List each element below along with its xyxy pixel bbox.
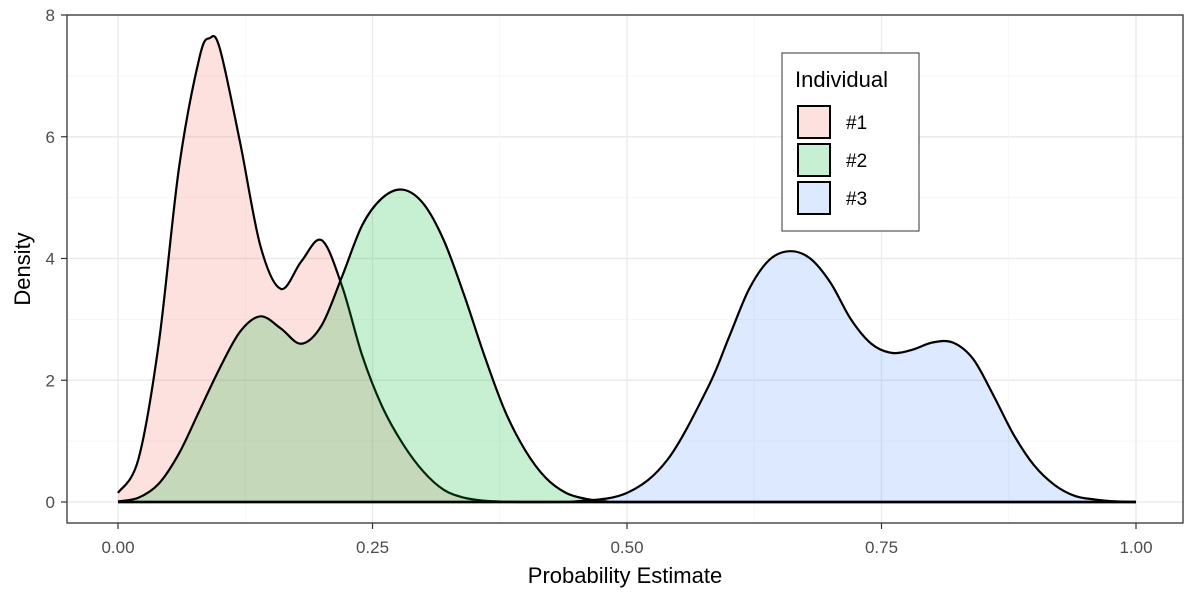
y-axis: 0 2 4 6 8 [46,6,67,512]
y-axis-title: Density [10,232,35,305]
x-tick-label: 0.75 [865,538,898,557]
density-area-series-2 [118,189,1136,502]
plot-border [66,14,1184,524]
y-tick-label: 2 [46,371,55,390]
legend-key-background [797,181,831,215]
y-tick-label: 0 [46,493,55,512]
density-areas [117,35,1137,504]
y-tick-label: 8 [46,6,55,25]
y-tick-label: 4 [46,250,55,269]
y-tick-label: 6 [46,128,55,147]
legend-label: #2 [846,151,867,172]
x-tick-label: 1.00 [1119,538,1152,557]
legend-label: #1 [846,113,867,134]
density-line-series-3 [118,250,1137,504]
legend-items: #1 #2 #3 [797,105,867,215]
legend-key-background [797,143,831,177]
legend-key-swatch [797,143,831,177]
x-tick-label: 0.50 [610,538,643,557]
legend-key-background [797,105,831,139]
legend-title: Individual [795,67,888,92]
density-area-series-3 [118,251,1136,502]
legend-key-swatch [797,105,831,139]
x-tick-label: 0.00 [101,538,134,557]
legend: Individual #1 #2 #3 [781,52,920,232]
x-tick-label: 0.25 [356,538,389,557]
x-axis-title: Probability Estimate [528,563,722,588]
legend-label: #3 [846,189,867,210]
legend-key-swatch [797,181,831,215]
plot-background [67,15,1183,523]
x-axis: 0.00 0.25 0.50 0.75 1.00 [101,523,1153,557]
